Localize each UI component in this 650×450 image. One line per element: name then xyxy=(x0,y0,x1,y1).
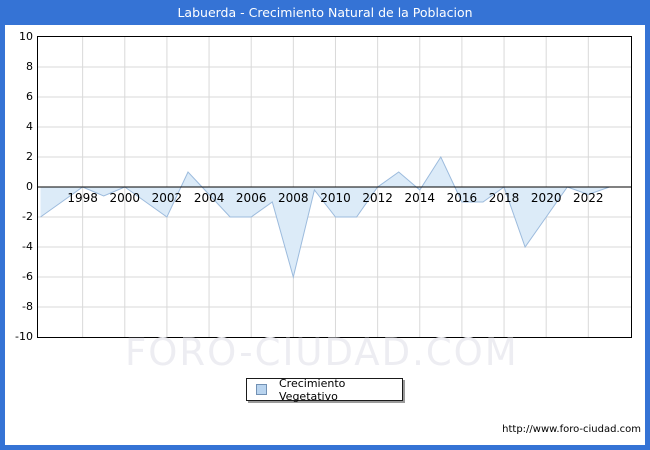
x-axis-label: 1998 xyxy=(67,191,98,205)
y-axis-label: 0 xyxy=(26,180,33,193)
x-axis-label: 2022 xyxy=(573,191,604,205)
plot-svg: 1998 2000 2002 2004 2006 2008 2010 2012 2014 2016… xyxy=(38,37,631,337)
plot-area: 1998 2000 2002 2004 2006 2008 2010 2012 2014 2016… xyxy=(37,36,632,338)
x-axis-label: 2020 xyxy=(531,191,562,205)
y-axis-label: 6 xyxy=(26,90,33,103)
y-axis-label: -2 xyxy=(22,210,33,223)
x-axis-label: 2008 xyxy=(278,191,309,205)
x-axis-label: 2012 xyxy=(362,191,393,205)
legend-marker-icon xyxy=(256,384,267,395)
y-axis-label: 8 xyxy=(26,60,33,73)
x-axis-label: 2014 xyxy=(405,191,436,205)
chart-title: Labuerda - Crecimiento Natural de la Pob… xyxy=(177,5,473,20)
x-axis-label: 2016 xyxy=(447,191,478,205)
x-axis-label: 2004 xyxy=(194,191,225,205)
chart-canvas: 10 8 6 4 2 0 -2 -4 -6 -8 -10 1998 2000 2002 2004 2006 2… xyxy=(5,25,645,445)
title-bar: Labuerda - Crecimiento Natural de la Pob… xyxy=(0,0,650,25)
x-axis-label: 2006 xyxy=(236,191,267,205)
data-line xyxy=(40,155,610,279)
legend-box: Crecimiento Vegetativo xyxy=(246,376,403,403)
y-axis-label: -8 xyxy=(22,300,33,313)
x-axis-label: 2010 xyxy=(320,191,351,205)
x-axis-label: 2000 xyxy=(110,191,141,205)
footer-url: http://www.foro-ciudad.com xyxy=(502,424,641,435)
y-axis-label: -6 xyxy=(22,270,33,283)
legend-label: Crecimiento Vegetativo xyxy=(279,376,346,403)
x-axis-label: 2002 xyxy=(152,191,183,205)
y-axis-label: -4 xyxy=(22,240,33,253)
x-axis-label: 2018 xyxy=(489,191,520,205)
y-axis-label: -10 xyxy=(15,330,33,343)
y-axis-label: 2 xyxy=(26,150,33,163)
y-axis-label: 4 xyxy=(26,120,33,133)
watermark: FORO-CIUDAD.COM xyxy=(125,331,519,374)
y-axis-label: 10 xyxy=(19,30,33,43)
